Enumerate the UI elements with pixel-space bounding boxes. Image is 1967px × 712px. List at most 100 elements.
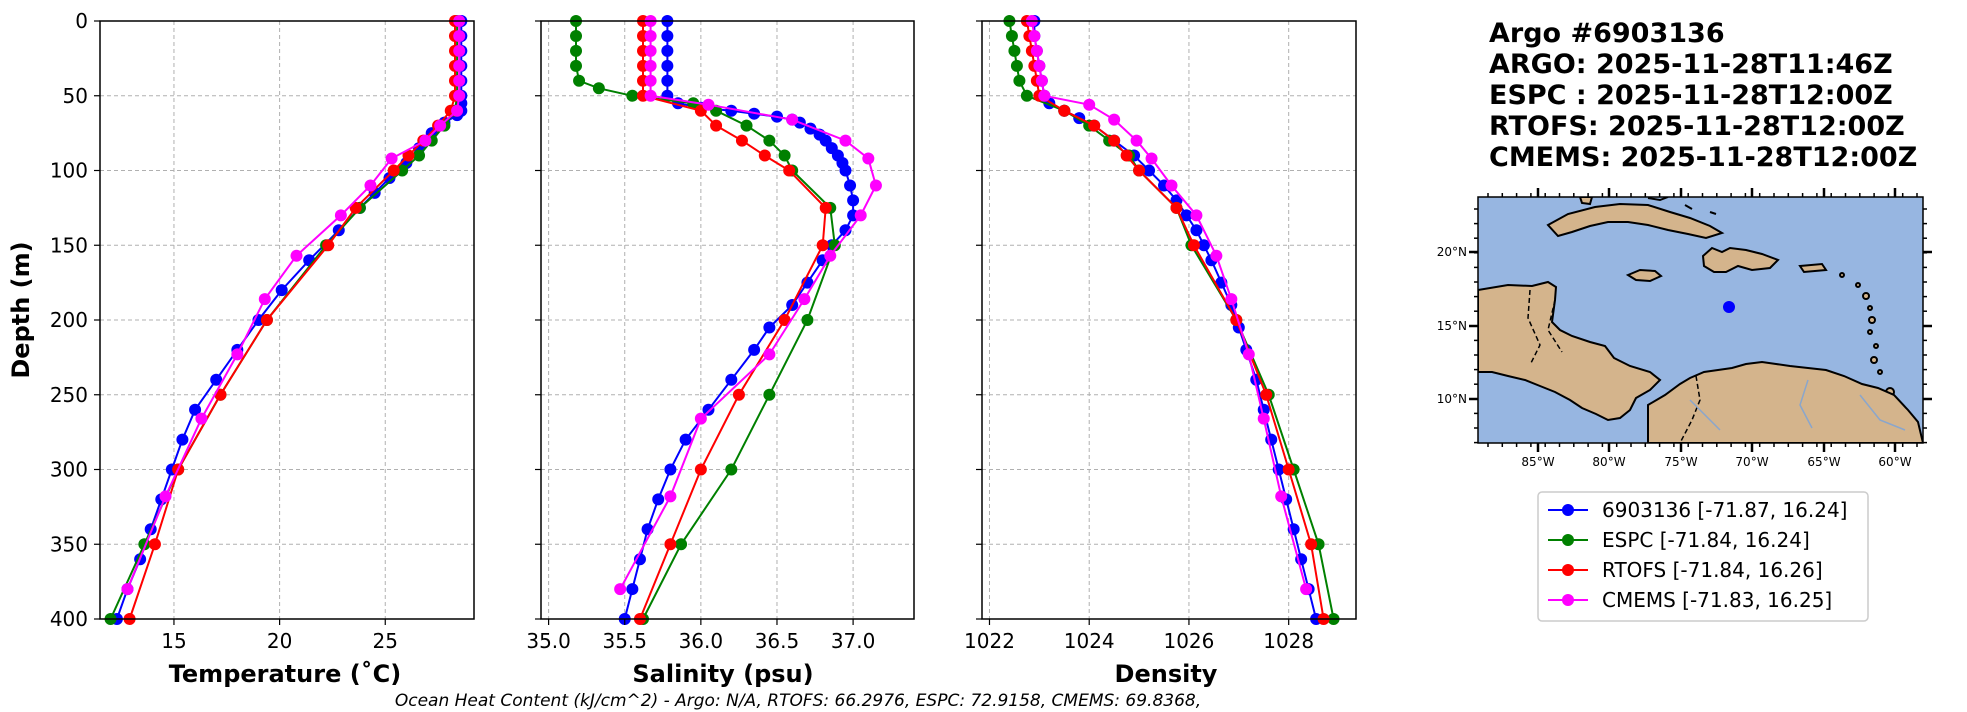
x-tick-label: 1028 bbox=[1263, 629, 1314, 653]
y-tick-label: 300 bbox=[50, 458, 88, 482]
data-point-cmems bbox=[231, 348, 244, 361]
data-point-cmems bbox=[1242, 348, 1255, 361]
data-point-6903136 bbox=[176, 433, 189, 446]
data-point-espc bbox=[1005, 29, 1018, 42]
data-point-cmems bbox=[854, 209, 867, 222]
data-point-6903136 bbox=[839, 224, 852, 237]
data-point-rtofs bbox=[1282, 463, 1295, 476]
data-point-6903136 bbox=[1190, 224, 1203, 237]
data-point-rtofs bbox=[758, 149, 771, 162]
data-point-6903136 bbox=[661, 74, 674, 87]
data-point-cmems bbox=[1190, 209, 1203, 222]
data-point-espc bbox=[570, 44, 583, 57]
data-point-cmems bbox=[434, 119, 447, 132]
data-point-espc bbox=[1013, 74, 1026, 87]
title-line-argo-time: ARGO: 2025-11-28T11:46Z bbox=[1489, 49, 1893, 80]
data-point-espc bbox=[675, 538, 688, 551]
data-point-cmems bbox=[644, 89, 657, 102]
data-point-6903136 bbox=[839, 164, 852, 177]
data-point-6903136 bbox=[725, 373, 738, 386]
data-point-cmems bbox=[869, 179, 882, 192]
data-point-cmems bbox=[786, 113, 799, 126]
map-land bbox=[1478, 197, 1923, 443]
series-line-cmems bbox=[126, 21, 461, 590]
data-point-rtofs bbox=[322, 239, 335, 252]
data-point-cmems bbox=[1108, 113, 1121, 126]
salinity-x-label: Salinity (psu) bbox=[632, 660, 813, 688]
data-point-6903136 bbox=[189, 403, 202, 416]
x-tick-label: 1022 bbox=[964, 629, 1015, 653]
data-point-cmems bbox=[1028, 29, 1041, 42]
data-point-6903136 bbox=[626, 583, 639, 596]
data-point-rtofs bbox=[387, 164, 400, 177]
x-tick-label: 15 bbox=[161, 629, 186, 653]
x-tick-label: 36.0 bbox=[679, 629, 724, 653]
data-point-espc bbox=[778, 149, 791, 162]
hispaniola-land bbox=[1701, 246, 1780, 273]
data-point-espc bbox=[626, 89, 639, 102]
legend-marker bbox=[1562, 504, 1574, 516]
data-point-rtofs bbox=[1305, 538, 1318, 551]
x-tick-label: 37.0 bbox=[831, 629, 876, 653]
data-point-6903136 bbox=[661, 29, 674, 42]
title-line-cmems-time: CMEMS: 2025-11-28T12:00Z bbox=[1489, 142, 1917, 173]
data-point-rtofs bbox=[1170, 201, 1183, 214]
data-point-cmems bbox=[334, 209, 347, 222]
legend-item: CMEMS [-71.83, 16.25] bbox=[1548, 588, 1832, 612]
data-point-cmems bbox=[453, 74, 466, 87]
data-point-6903136 bbox=[210, 373, 223, 386]
data-point-cmems bbox=[1030, 44, 1043, 57]
data-point-espc bbox=[1020, 89, 1033, 102]
title-block: Argo #6903136 ARGO: 2025-11-28T11:46Z ES… bbox=[1489, 18, 1917, 173]
legend: 6903136 [-71.87, 16.24] ESPC [-71.84, 16.… bbox=[1537, 491, 1869, 622]
y-tick-label: 400 bbox=[50, 607, 88, 631]
data-point-6903136 bbox=[661, 44, 674, 57]
data-point-espc bbox=[573, 74, 586, 87]
y-tick-label: 150 bbox=[50, 233, 88, 257]
data-point-espc bbox=[413, 149, 426, 162]
data-point-cmems bbox=[121, 583, 134, 596]
data-point-cmems bbox=[290, 249, 303, 262]
data-point-6903136 bbox=[702, 403, 715, 416]
data-point-6903136 bbox=[652, 493, 665, 506]
data-point-cmems bbox=[1083, 98, 1096, 111]
data-point-6903136 bbox=[661, 59, 674, 72]
data-point-6903136 bbox=[664, 463, 677, 476]
data-point-cmems bbox=[195, 412, 208, 425]
data-point-espc bbox=[592, 82, 605, 95]
data-point-cmems bbox=[644, 74, 657, 87]
data-point-6903136 bbox=[847, 194, 860, 207]
data-point-cmems bbox=[453, 29, 466, 42]
data-point-rtofs bbox=[1133, 164, 1146, 177]
data-point-espc bbox=[828, 239, 841, 252]
data-point-cmems bbox=[798, 293, 811, 306]
y-axis-label: Depth (m) bbox=[7, 241, 35, 378]
data-point-cmems bbox=[839, 134, 852, 147]
map-lat-label: 20°N bbox=[1437, 245, 1467, 259]
data-point-6903136 bbox=[763, 321, 776, 334]
data-point-rtofs bbox=[1058, 104, 1071, 117]
data-point-cmems bbox=[644, 29, 657, 42]
data-point-cmems bbox=[258, 293, 271, 306]
data-point-6903136 bbox=[844, 179, 857, 192]
map-lon-label: 65°W bbox=[1807, 455, 1840, 469]
data-point-cmems bbox=[694, 412, 707, 425]
florida-land bbox=[1578, 197, 1594, 206]
data-point-cmems bbox=[385, 152, 398, 165]
data-point-cmems bbox=[1225, 293, 1238, 306]
data-point-rtofs bbox=[349, 201, 362, 214]
x-tick-label: 35.0 bbox=[526, 629, 571, 653]
map-lon-label: 60°W bbox=[1878, 455, 1911, 469]
data-point-espc bbox=[570, 59, 583, 72]
data-point-cmems bbox=[1275, 490, 1288, 503]
data-point-cmems bbox=[1300, 583, 1313, 596]
temperature-x-label: Temperature (˚C) bbox=[169, 660, 402, 688]
x-tick-label: 20 bbox=[267, 629, 292, 653]
data-point-cmems bbox=[644, 44, 657, 57]
x-tick-label: 1024 bbox=[1064, 629, 1115, 653]
legend-label: RTOFS [-71.84, 16.26] bbox=[1602, 558, 1823, 582]
data-point-rtofs bbox=[402, 149, 415, 162]
data-point-cmems bbox=[453, 59, 466, 72]
title-line-rtofs-time: RTOFS: 2025-11-28T12:00Z bbox=[1489, 111, 1905, 142]
